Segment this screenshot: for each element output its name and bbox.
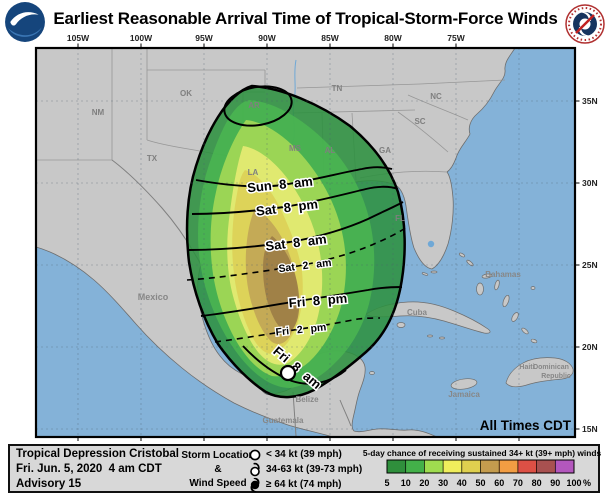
- legend-panel: Tropical Depression Cristobal Fri. Jun. …: [8, 444, 602, 493]
- wind-label-lt34: < 34 kt (39 mph): [266, 449, 342, 460]
- isle-of-youth: [396, 322, 406, 328]
- svg-text:105W: 105W: [67, 33, 90, 43]
- svg-text:50: 50: [475, 478, 485, 488]
- colorbar-segments: [386, 459, 575, 474]
- label-ga: GA: [379, 146, 391, 155]
- islands: [365, 252, 574, 390]
- label-mexico: Mexico: [138, 292, 169, 302]
- contour-sat-8am: [188, 201, 404, 251]
- svg-text:90: 90: [550, 478, 560, 488]
- contour-fri-2pm: [214, 317, 381, 343]
- svg-text:60: 60: [494, 478, 504, 488]
- label-ok: OK: [180, 89, 192, 98]
- colorbar-ticks: 5 10 20 30 40 50 60 70 80 90 100 %: [385, 478, 591, 488]
- wind-label-34-63: 34-63 kt (39-73 mph): [266, 464, 363, 475]
- label-sc: SC: [414, 117, 425, 126]
- label-ar: AR: [248, 101, 260, 110]
- hispaniola-island: [505, 357, 574, 388]
- ampersand: &: [214, 464, 222, 475]
- colorbar-title: 5-day chance of receiving sustained 34+ …: [362, 448, 602, 458]
- label-ms: MS: [289, 144, 302, 153]
- svg-text:100: 100: [566, 478, 581, 488]
- svg-text:80W: 80W: [384, 33, 402, 43]
- bahamas-islands: [421, 252, 538, 344]
- svg-text:40: 40: [457, 478, 467, 488]
- contour-sat-2am: [186, 226, 408, 281]
- wind-probability-swath: [187, 86, 405, 398]
- tropical-storm-icon: [250, 462, 260, 477]
- noaa-logo-icon: [5, 2, 45, 42]
- svg-text:80: 80: [532, 478, 542, 488]
- storm-location-heading: Storm Location: [181, 450, 255, 461]
- label-fri-8pm: Fri 8 pm: [288, 290, 348, 310]
- svg-text:20: 20: [419, 478, 429, 488]
- contour-loop-arkansas: [223, 85, 293, 127]
- label-al: AL: [325, 146, 336, 155]
- label-guatemala: Guatemala: [263, 416, 304, 425]
- label-jamaica: Jamaica: [448, 390, 480, 399]
- label-republic: Republic: [541, 373, 571, 380]
- advisory-number: Advisory 15: [16, 478, 82, 490]
- page-title: Earliest Reasonable Arrival Time of Trop…: [53, 9, 558, 28]
- contour-sun-8am: [195, 166, 393, 188]
- label-la: LA: [248, 168, 259, 177]
- lake-okeechobee: [427, 240, 435, 248]
- svg-text:90W: 90W: [258, 33, 276, 43]
- advisory-datetime: Fri. Jun. 5, 2020 4 am CDT: [16, 463, 162, 475]
- contour-fri-8am: [242, 345, 347, 385]
- svg-text:70: 70: [513, 478, 523, 488]
- storm-name: Tropical Depression Cristobal: [16, 448, 179, 460]
- label-cuba: Cuba: [407, 308, 428, 317]
- map-frame: [34, 46, 577, 439]
- svg-text:20N: 20N: [582, 342, 598, 352]
- svg-text:10: 10: [401, 478, 411, 488]
- arrival-contours: [186, 85, 408, 385]
- swath-outline: [185, 84, 406, 399]
- label-fri-2pm: Fri 2 pm: [275, 321, 327, 338]
- all-times-note: All Times CDT: [480, 418, 572, 433]
- arrival-time-map: Sun 8 am Sat 8 pm Sat 8 am Sat 2 am Fri …: [34, 33, 598, 441]
- svg-text:15N: 15N: [582, 424, 598, 434]
- label-dominican: Dominican: [533, 364, 569, 371]
- label-fl: FL: [395, 214, 405, 223]
- nws-logo-icon: [565, 4, 605, 44]
- longitude-labels: 105W 100W 95W 90W 85W 80W 75W: [67, 33, 466, 43]
- svg-text:85W: 85W: [321, 33, 339, 43]
- label-nm: NM: [92, 108, 105, 117]
- contour-sat-8pm: [191, 185, 399, 215]
- storm-location-marker: [279, 364, 297, 382]
- svg-text:75W: 75W: [447, 33, 465, 43]
- swath-60pct: [263, 236, 300, 332]
- contour-fri-8pm: [200, 286, 403, 317]
- place-labels: NM OK TX AR LA MS AL TN GA SC NC FL Mexi…: [92, 84, 571, 425]
- wind-label-ge64: ≥ 64 kt (74 mph): [266, 479, 342, 490]
- probability-colorbar: 5 10 20 30 40 50 60 70 80 90 100 %: [385, 459, 591, 488]
- svg-text:35N: 35N: [582, 96, 598, 106]
- svg-text:95W: 95W: [195, 33, 213, 43]
- svg-text:30: 30: [438, 478, 448, 488]
- axis-ticks: [77, 43, 580, 441]
- label-tn: TN: [332, 84, 343, 93]
- cozumel-island: [369, 371, 375, 375]
- label-belize: Belize: [295, 395, 319, 404]
- wind-speed-heading: Wind Speed: [189, 478, 247, 489]
- open-circle-icon: [249, 449, 261, 461]
- label-tx: TX: [147, 154, 158, 163]
- label-bahamas: Bahamas: [485, 270, 521, 279]
- label-nc: NC: [430, 92, 442, 101]
- label-haiti: Haiti: [519, 364, 534, 371]
- latitude-labels: 35N 30N 25N 20N 15N: [582, 96, 598, 434]
- svg-text:30N: 30N: [582, 178, 598, 188]
- svg-text:25N: 25N: [582, 260, 598, 270]
- hurricane-icon: [250, 477, 260, 493]
- svg-text:5: 5: [385, 478, 390, 488]
- svg-text:100W: 100W: [130, 33, 153, 43]
- jamaica-island: [450, 378, 478, 390]
- svg-text:%: %: [583, 478, 591, 488]
- header-bar: Earliest Reasonable Arrival Time of Trop…: [0, 0, 609, 47]
